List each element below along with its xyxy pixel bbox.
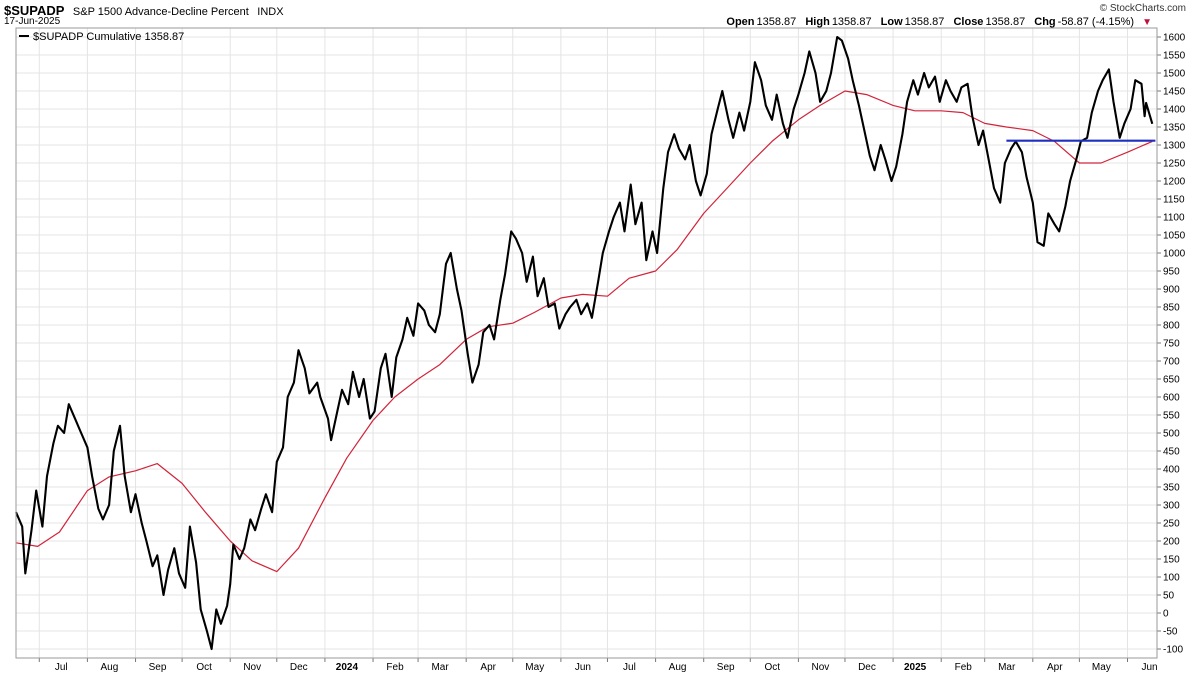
y-tick-label: 1500 bbox=[1163, 69, 1186, 80]
y-tick-label: 1200 bbox=[1163, 177, 1186, 188]
x-tick-label: Jul bbox=[623, 662, 636, 673]
x-tick-label: Mar bbox=[431, 662, 449, 673]
chart-date: 17-Jun-2025 bbox=[4, 16, 61, 27]
close-label: Close bbox=[953, 16, 984, 28]
open-label: Open bbox=[726, 16, 755, 28]
y-tick-label: 1300 bbox=[1163, 141, 1186, 152]
y-tick-label: 1000 bbox=[1163, 249, 1186, 260]
ticker-description: S&P 1500 Advance-Decline Percent bbox=[72, 6, 249, 18]
low-label: Low bbox=[880, 16, 903, 28]
x-tick-label: Aug bbox=[101, 662, 119, 673]
y-tick-label: 850 bbox=[1163, 303, 1180, 314]
x-axis: Jul Aug Sep Oct Nov Dec 2024 Feb Mar Apr May Jun Jul… bbox=[38, 658, 1158, 673]
brand-watermark: © StockCharts.com bbox=[1099, 3, 1186, 14]
y-tick-label: 750 bbox=[1163, 339, 1180, 350]
y-tick-label: 0 bbox=[1163, 609, 1169, 620]
x-tick-label: Dec bbox=[290, 662, 308, 673]
plot-frame bbox=[15, 27, 1158, 659]
x-tick-label: May bbox=[1092, 662, 1111, 673]
y-tick-label: 400 bbox=[1163, 465, 1180, 476]
y-tick-label: 1100 bbox=[1163, 213, 1185, 224]
y-tick-label: 1350 bbox=[1163, 123, 1186, 134]
close-value: 1358.87 bbox=[985, 16, 1026, 28]
x-tick-label: Sep bbox=[149, 662, 167, 673]
low-value: 1358.87 bbox=[904, 16, 945, 28]
series-layer bbox=[15, 35, 1156, 651]
x-tick-label: 2024 bbox=[336, 662, 359, 673]
x-tick-label: Dec bbox=[858, 662, 876, 673]
x-tick-label: Feb bbox=[955, 662, 973, 673]
y-tick-label: 450 bbox=[1163, 447, 1180, 458]
price-line bbox=[15, 35, 1154, 651]
high-value: 1358.87 bbox=[831, 16, 872, 28]
x-tick-label: Feb bbox=[386, 662, 404, 673]
x-tick-label: May bbox=[525, 662, 544, 673]
x-tick-label: Jun bbox=[1141, 662, 1157, 673]
x-tick-label: Oct bbox=[196, 662, 212, 673]
open-value: 1358.87 bbox=[756, 16, 797, 28]
high-label: High bbox=[805, 16, 830, 28]
x-tick-label: Oct bbox=[764, 662, 780, 673]
y-tick-label: 800 bbox=[1163, 321, 1180, 332]
x-tick-label: Mar bbox=[998, 662, 1016, 673]
legend-label: $SUPADP Cumulative 1358.87 bbox=[33, 31, 184, 43]
y-axis: -100 -50 0 50 100 150 200 250 300 350 400 450 500 550… bbox=[1157, 33, 1186, 656]
x-tick-label: Aug bbox=[669, 662, 687, 673]
y-tick-label: 250 bbox=[1163, 519, 1180, 530]
x-tick-label: Jun bbox=[575, 662, 591, 673]
y-tick-label: -100 bbox=[1163, 645, 1183, 656]
y-tick-label: 650 bbox=[1163, 375, 1180, 386]
exchange-label: INDX bbox=[257, 6, 284, 18]
y-tick-label: -50 bbox=[1163, 627, 1178, 638]
y-tick-label: 50 bbox=[1163, 591, 1175, 602]
y-tick-label: 150 bbox=[1163, 555, 1180, 566]
down-arrow-icon: ▼ bbox=[1142, 17, 1152, 28]
grid-lines bbox=[16, 28, 1157, 658]
ohlc-readout: Open 1358.87 High 1358.87 Low 1358.87 Close… bbox=[726, 16, 1158, 28]
moving-average-line bbox=[15, 90, 1153, 573]
y-tick-label: 700 bbox=[1163, 357, 1180, 368]
y-tick-label: 1600 bbox=[1163, 33, 1186, 44]
legend: $SUPADP Cumulative 1358.87 bbox=[19, 31, 184, 43]
x-tick-label: Apr bbox=[480, 662, 496, 673]
y-tick-label: 600 bbox=[1163, 393, 1180, 404]
y-tick-label: 100 bbox=[1163, 573, 1180, 584]
chg-label: Chg bbox=[1034, 16, 1056, 28]
chart-header: $SUPADP S&P 1500 Advance-Decline Percent… bbox=[4, 2, 284, 20]
y-tick-label: 200 bbox=[1163, 537, 1180, 548]
y-tick-label: 1550 bbox=[1163, 51, 1186, 62]
y-tick-label: 1400 bbox=[1163, 105, 1186, 116]
y-tick-label: 1450 bbox=[1163, 87, 1186, 98]
y-tick-label: 1250 bbox=[1163, 159, 1186, 170]
x-tick-label: 2025 bbox=[904, 662, 927, 673]
y-tick-label: 500 bbox=[1163, 429, 1180, 440]
y-tick-label: 950 bbox=[1163, 267, 1180, 278]
y-tick-label: 350 bbox=[1163, 483, 1180, 494]
y-tick-label: 900 bbox=[1163, 285, 1180, 296]
x-tick-label: Jul bbox=[55, 662, 68, 673]
x-tick-label: Nov bbox=[812, 662, 830, 673]
y-tick-label: 300 bbox=[1163, 501, 1180, 512]
x-tick-label: Sep bbox=[717, 662, 735, 673]
y-tick-label: 550 bbox=[1163, 411, 1180, 422]
x-tick-label: Apr bbox=[1047, 662, 1063, 673]
x-tick-label: Nov bbox=[243, 662, 261, 673]
y-tick-label: 1050 bbox=[1163, 231, 1186, 242]
y-tick-label: 1150 bbox=[1163, 195, 1185, 206]
ticker-symbol: $SUPADP bbox=[4, 3, 65, 18]
chg-value: -58.87 (-4.15%) bbox=[1057, 16, 1135, 28]
